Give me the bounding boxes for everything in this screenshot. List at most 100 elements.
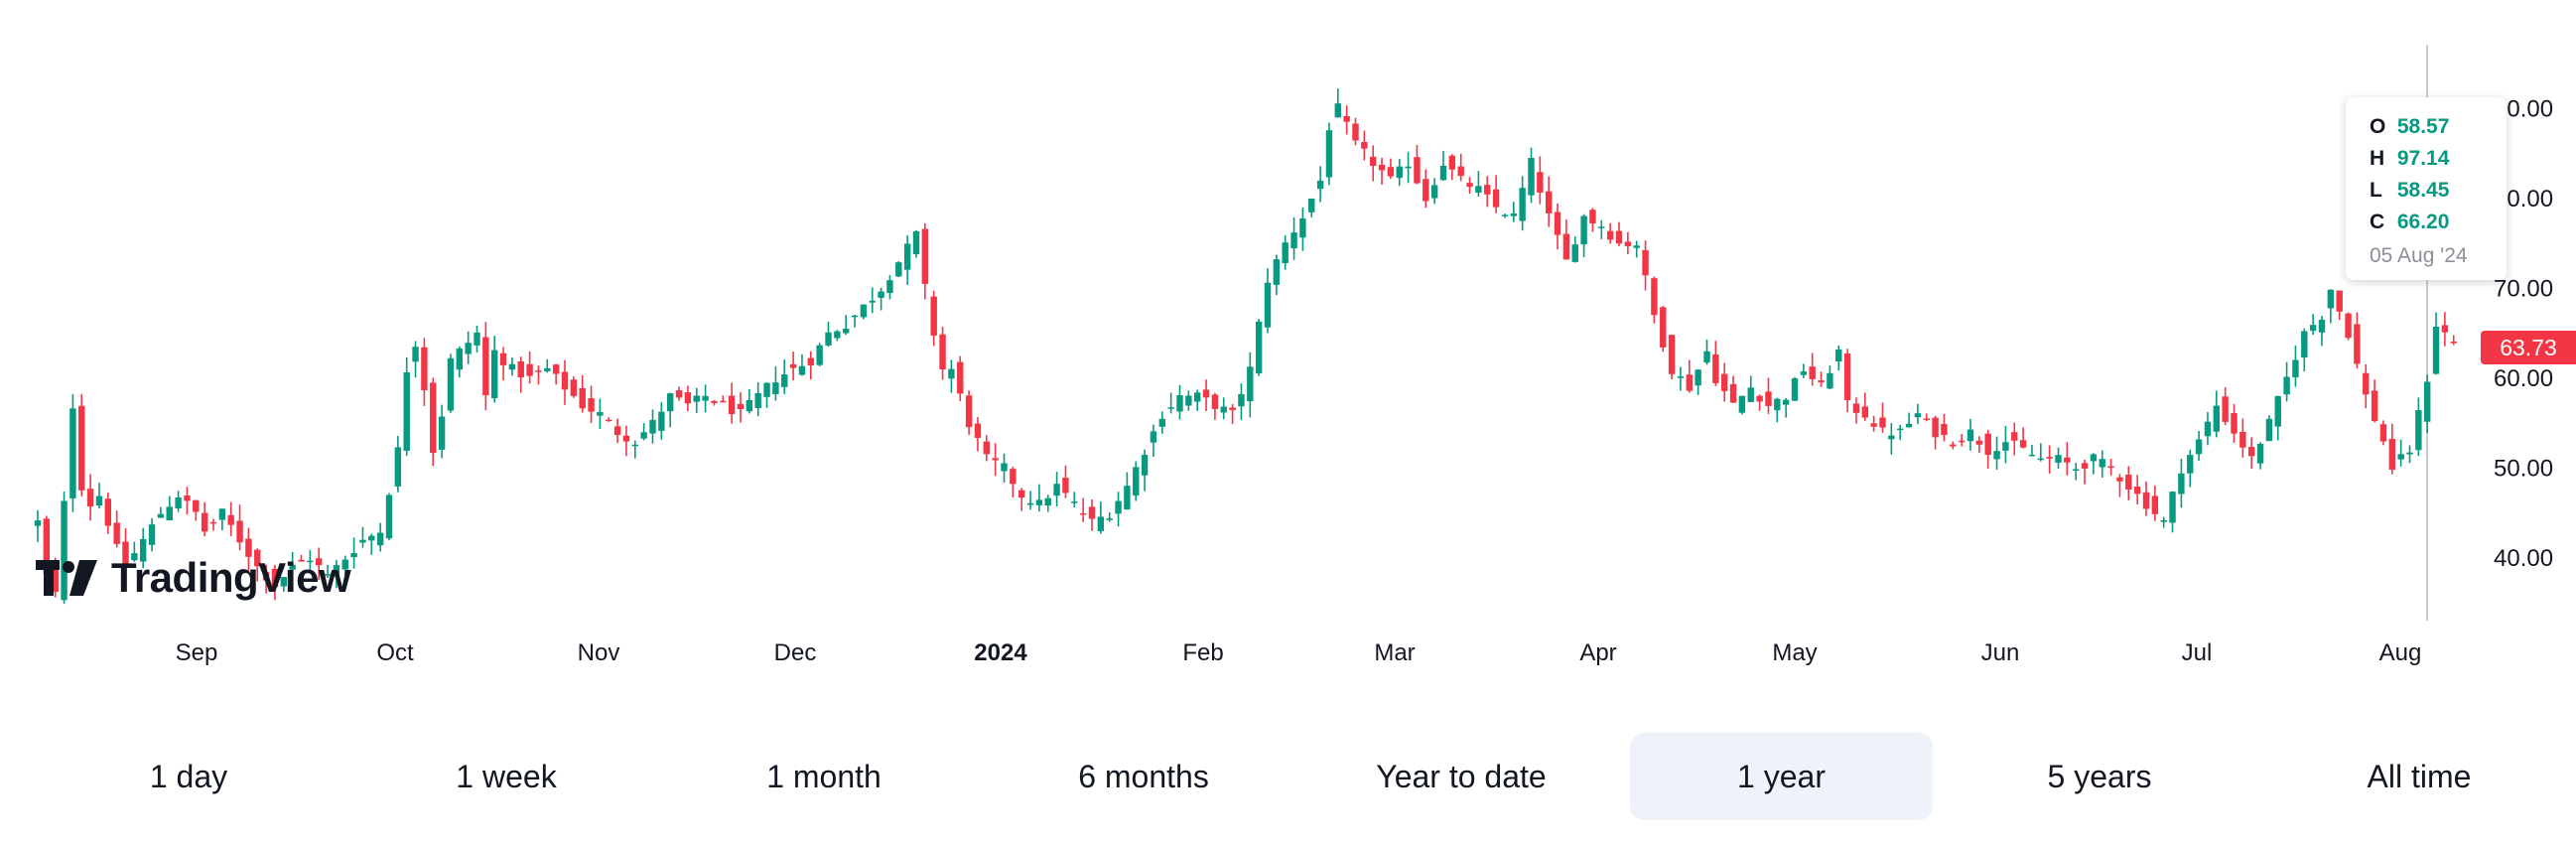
- candle-body: [1537, 172, 1544, 193]
- candle-body: [2274, 395, 2281, 427]
- candle-body: [886, 280, 893, 294]
- time-tick-label: Mar: [1374, 639, 1415, 666]
- low-value: 58.45: [2396, 179, 2450, 202]
- candle-body: [333, 565, 340, 578]
- candle-body: [851, 315, 859, 318]
- candle-body: [2204, 421, 2212, 437]
- candle-body: [122, 541, 129, 568]
- range-selector: 1 day 1 week 1 month 6 months Year to da…: [0, 733, 2576, 822]
- candle-body: [508, 363, 516, 370]
- price-tick-label: 50.00: [2494, 456, 2553, 483]
- candle-body: [1115, 500, 1122, 514]
- candle-body: [1167, 407, 1174, 409]
- candle-body: [385, 494, 393, 539]
- candle-body: [1158, 418, 1165, 427]
- candle-body: [974, 423, 982, 439]
- candle-body: [1439, 165, 1447, 181]
- candle-body: [2363, 372, 2370, 395]
- candle-body: [227, 514, 234, 525]
- candle-body: [1950, 444, 1957, 447]
- time-tick-label: Apr: [1579, 639, 1616, 666]
- candle-body: [992, 458, 999, 461]
- candle-body: [1546, 191, 1553, 213]
- candle-body: [561, 371, 569, 390]
- candle-body: [1554, 212, 1561, 235]
- candle-body: [140, 538, 147, 562]
- candle-body: [1888, 435, 1895, 440]
- candle-body: [2160, 519, 2167, 522]
- range-6-months-button[interactable]: 6 months: [1078, 758, 1209, 794]
- candle-body: [1852, 403, 1860, 413]
- candle-body: [1580, 215, 1587, 245]
- candle-body: [667, 393, 674, 412]
- high-value: 97.14: [2396, 147, 2450, 170]
- candle-body: [807, 357, 814, 366]
- candle-body: [465, 343, 472, 354]
- candle-body: [1589, 210, 1596, 224]
- candle-body: [175, 496, 182, 509]
- candle-body: [737, 403, 745, 410]
- time-tick-label: Aug: [2379, 639, 2422, 666]
- candle-body: [2397, 454, 2404, 460]
- candle-body: [1668, 335, 1676, 374]
- candle-body: [1510, 212, 1517, 216]
- candle-body: [772, 382, 779, 394]
- candle-body: [869, 300, 876, 303]
- candle-body: [1255, 321, 1263, 374]
- candle-body: [1932, 417, 1939, 438]
- candle-body: [1879, 417, 1886, 428]
- candle-body: [1026, 502, 1034, 505]
- candle-body: [1562, 233, 1570, 260]
- candle-body: [930, 296, 937, 336]
- candle-body: [535, 370, 542, 372]
- range-1-year-button[interactable]: 1 year: [1630, 733, 1933, 820]
- candle-body: [1606, 230, 1614, 240]
- range-1-week-button[interactable]: 1 week: [456, 758, 557, 794]
- candle-body: [579, 387, 586, 409]
- range-year-to-date-button[interactable]: Year to date: [1376, 758, 1547, 794]
- candle-body: [2151, 495, 2159, 514]
- candle-body: [1923, 418, 1930, 420]
- open-value: 58.57: [2396, 115, 2450, 138]
- candle-body: [843, 328, 850, 334]
- candle-body: [825, 332, 832, 346]
- time-tick-label: Sep: [176, 639, 218, 666]
- candle-body: [939, 334, 946, 370]
- candle-body: [193, 499, 200, 512]
- candle-body: [421, 347, 428, 391]
- candle-body: [517, 361, 524, 378]
- candle-body: [1843, 353, 1851, 400]
- candle-body: [1361, 142, 1368, 149]
- candle-body: [1756, 395, 1763, 402]
- candle-body: [2116, 477, 2123, 482]
- candle-body: [34, 520, 42, 526]
- range-1-month-button[interactable]: 1 month: [766, 758, 881, 794]
- tradingview-logo-icon: [36, 560, 97, 596]
- candle-body: [2415, 410, 2422, 451]
- candle-body: [2424, 381, 2431, 422]
- range-1-day-button[interactable]: 1 day: [149, 758, 228, 794]
- candle-body: [262, 572, 270, 581]
- candle-body: [289, 564, 296, 570]
- candle-body: [789, 363, 797, 368]
- candle-body: [491, 350, 498, 399]
- candle-body: [1097, 516, 1105, 531]
- candle-body: [1414, 157, 1421, 184]
- time-tick-label: Jun: [1981, 639, 2020, 666]
- candle-body: [2037, 458, 2044, 461]
- candle-body: [2090, 454, 2098, 462]
- candle-body: [245, 538, 252, 557]
- low-key: L: [2370, 179, 2382, 202]
- candle-body: [1396, 166, 1403, 179]
- candle-body: [376, 532, 384, 546]
- range-5-years-button[interactable]: 5 years: [2047, 758, 2152, 794]
- candle-body: [1861, 406, 1868, 418]
- candle-body: [2345, 313, 2352, 339]
- candle-body: [1765, 391, 1772, 406]
- candle-body: [368, 535, 375, 541]
- candle-body: [2450, 342, 2457, 344]
- candle-body: [1185, 395, 1192, 406]
- range-all-time-button[interactable]: All time: [2367, 758, 2472, 794]
- candle-body: [2019, 440, 2027, 448]
